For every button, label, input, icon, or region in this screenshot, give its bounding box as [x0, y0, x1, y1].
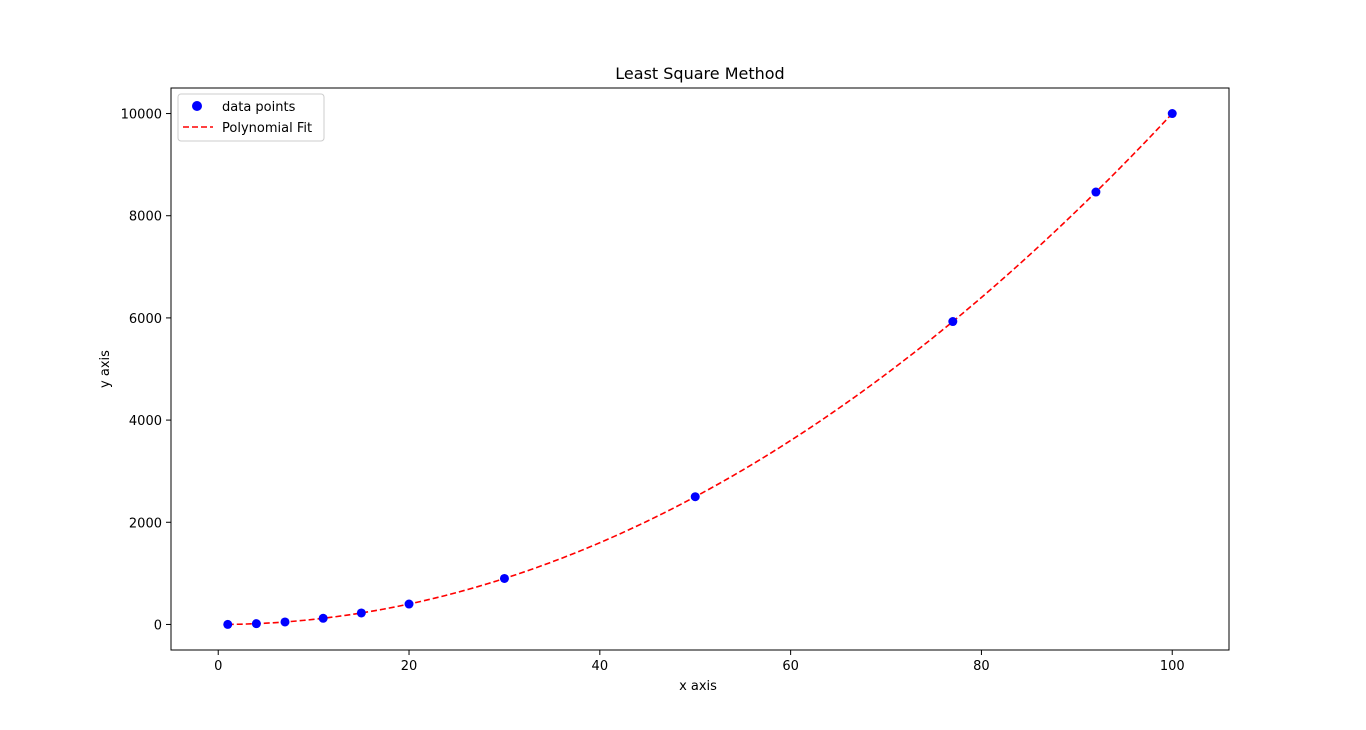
data-point — [499, 573, 509, 583]
y-tick-label: 2000 — [129, 516, 162, 531]
legend-frame — [177, 93, 325, 142]
legend: data points Polynomial Fit — [177, 93, 325, 142]
y-tick-label: 10000 — [121, 108, 162, 123]
y-axis-label: y axis — [98, 350, 113, 388]
data-point — [1167, 109, 1177, 119]
data-point — [404, 599, 414, 609]
chart-title: Least Square Method — [615, 64, 784, 83]
fit-line-layer — [227, 113, 1173, 626]
axes-frame — [170, 87, 1230, 651]
data-point — [1091, 187, 1101, 197]
x-tick-label: 100 — [1160, 659, 1185, 674]
legend-label-data-points: data points — [222, 100, 296, 115]
x-tick-label: 0 — [214, 659, 222, 674]
data-point — [223, 619, 233, 629]
data-point — [690, 492, 700, 502]
x-axis-label: x axis — [679, 679, 717, 694]
y-tick-label: 0 — [154, 618, 162, 633]
y-tick-label: 6000 — [129, 312, 162, 327]
data-points-layer — [223, 109, 1177, 629]
x-tick-label: 60 — [782, 659, 799, 674]
x-tick-label: 40 — [592, 659, 609, 674]
plot-area — [223, 109, 1177, 629]
legend-label-polynomial-fit: Polynomial Fit — [222, 121, 312, 136]
y-axis-ticks: 0 2000 4000 6000 8000 10000 — [121, 108, 171, 633]
data-point — [356, 608, 366, 618]
data-point — [948, 317, 958, 327]
y-tick-label: 8000 — [129, 210, 162, 225]
legend-marker-data-points — [192, 101, 202, 111]
data-point — [280, 617, 290, 627]
polynomial-fit-line — [227, 113, 1173, 626]
x-tick-label: 80 — [973, 659, 990, 674]
data-point — [318, 613, 328, 623]
data-point — [251, 619, 261, 629]
y-tick-label: 4000 — [129, 414, 162, 429]
x-axis-ticks: 0 20 40 60 80 100 — [214, 650, 1185, 674]
x-tick-label: 20 — [401, 659, 418, 674]
